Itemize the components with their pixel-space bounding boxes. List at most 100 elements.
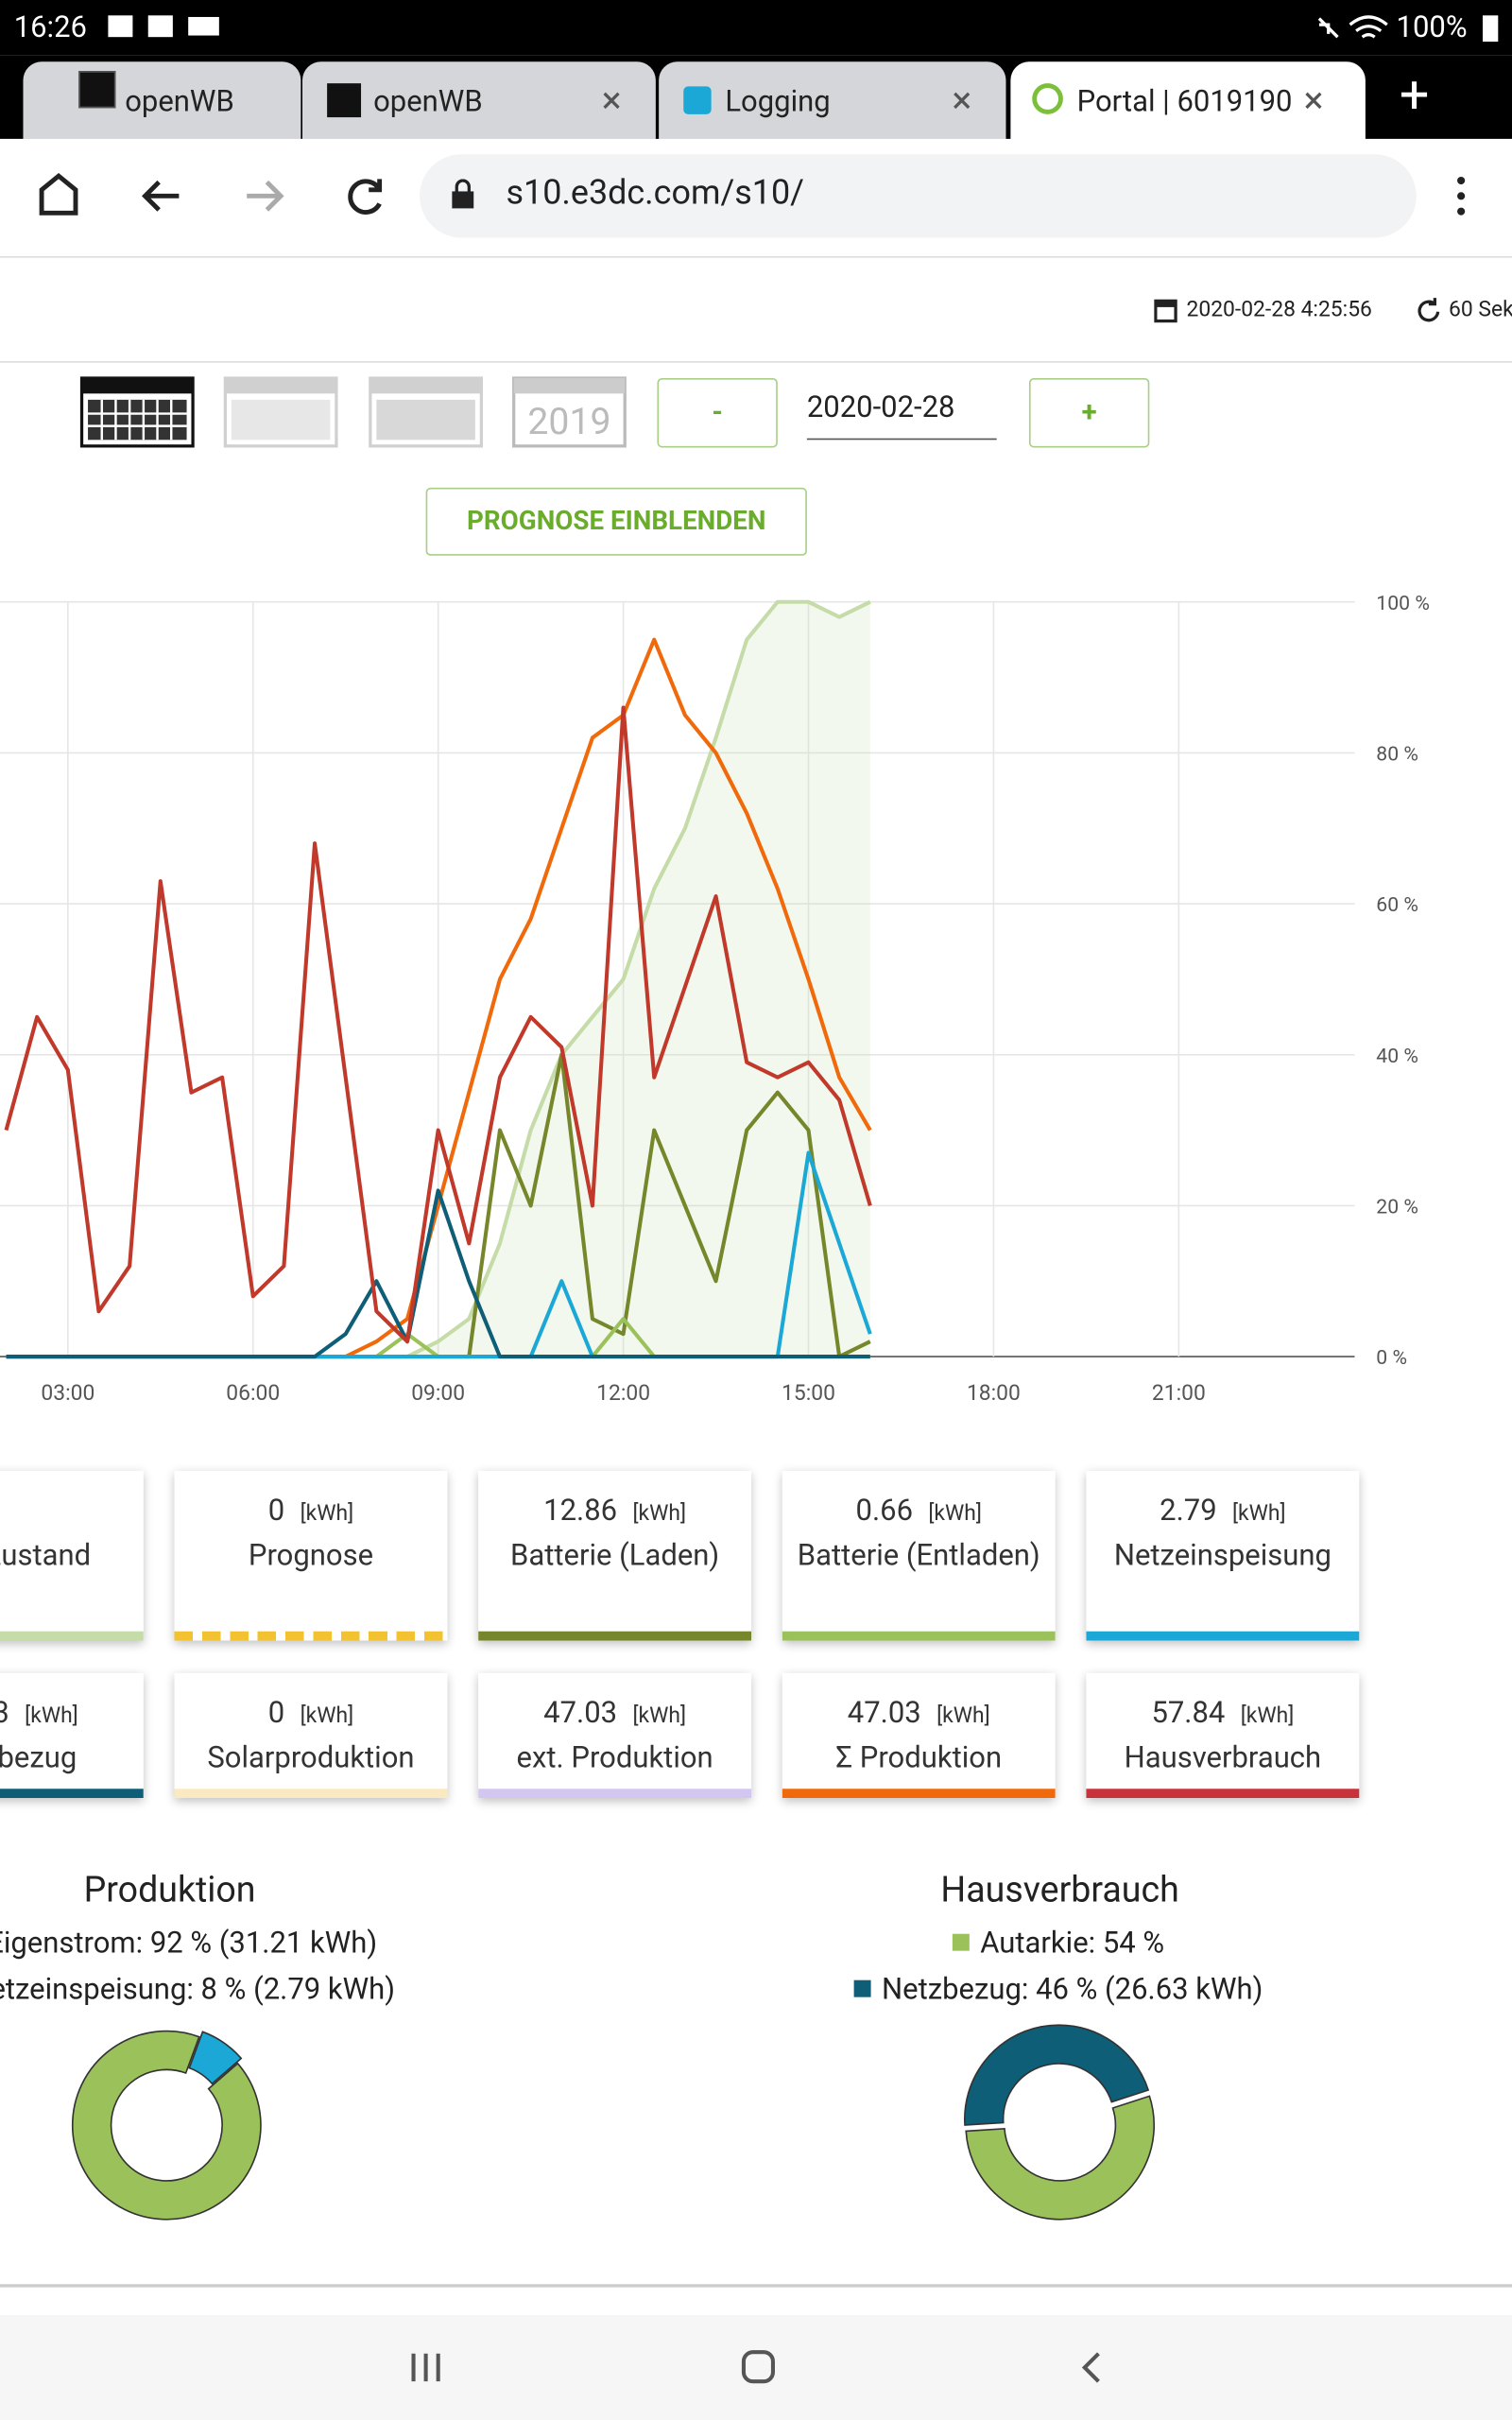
card-label: Σ Produktion xyxy=(835,1739,1003,1775)
card-label: Prognose xyxy=(248,1537,374,1573)
tab-active[interactable]: Portal | 6019190 × xyxy=(1010,61,1366,139)
forward-button[interactable] xyxy=(247,180,284,212)
reload-button[interactable] xyxy=(348,179,383,215)
year-label: 2019 xyxy=(527,400,610,443)
x-tick-label: 06:00 xyxy=(226,1380,280,1406)
card-label: Batterie (Laden) xyxy=(510,1537,720,1573)
tab-close[interactable]: × xyxy=(1303,78,1324,122)
card-value: 47.03 xyxy=(543,1694,618,1731)
month-view[interactable] xyxy=(223,376,338,448)
card-color-bar xyxy=(478,1631,752,1641)
year-view[interactable] xyxy=(512,376,627,448)
legend-text: Eigenstrom: 92 % (31.21 kWh) xyxy=(0,1925,377,1960)
legend-text: Netzeinspeisung: 8 % (2.79 kWh) xyxy=(0,1971,395,2006)
x-tick-label: 15:00 xyxy=(782,1380,835,1406)
summary-card: 0 [kWh] Solarproduktion xyxy=(174,1672,448,1799)
card-value: 12.86 xyxy=(543,1492,618,1529)
next-day[interactable]: + xyxy=(1028,378,1150,448)
back-nav[interactable] xyxy=(1081,2352,1100,2383)
card-value-row: 0 [kWh] xyxy=(174,1492,447,1529)
x-tick-label: 12:00 xyxy=(596,1380,650,1406)
card-value-row: 0 [kWh] xyxy=(174,1694,447,1731)
donut-segment xyxy=(188,2031,243,2085)
card-value-row: 47.03 [kWh] xyxy=(478,1694,751,1731)
previous-day[interactable]: - xyxy=(657,378,778,448)
back-button[interactable] xyxy=(142,180,180,212)
card-value-row: 12.86 [kWh] xyxy=(478,1492,751,1529)
refresh-interval: 60 Sek xyxy=(1449,298,1512,323)
menu-button[interactable] xyxy=(1457,176,1466,216)
summary-card: 47.03 [kWh] Σ Produktion xyxy=(782,1672,1056,1799)
summary-card: 2.79 [kWh] Netzeinspeisung xyxy=(1086,1470,1360,1641)
card-unit: [kWh] xyxy=(632,1501,687,1527)
card-unit: [kWh] xyxy=(936,1703,990,1729)
y-tick-label: 100 % xyxy=(1376,592,1430,615)
summary: Produktion Eigenstrom: 92 % (31.21 kWh) Ne… xyxy=(0,1869,1263,2221)
timestamp: 2020-02-28 4:25:56 xyxy=(1186,298,1372,323)
divider xyxy=(0,361,1512,363)
series-line xyxy=(4,705,872,1344)
recent-apps[interactable] xyxy=(411,2353,440,2382)
day-view[interactable] xyxy=(79,376,195,448)
forecast-button[interactable]: PROGNOSE EINBLENDEN xyxy=(425,487,807,556)
card-value: 0.66 xyxy=(855,1492,914,1529)
legend-marker xyxy=(853,1979,871,1997)
card-label: Netzbezug xyxy=(0,1739,77,1775)
legend-marker xyxy=(952,1933,970,1951)
card-value-row: 2.79 [kWh] xyxy=(1086,1493,1359,1529)
status-bar: 16:26 100% xyxy=(0,0,1512,56)
donut-segment xyxy=(71,2030,262,2221)
legend-text: Netzbezug: 46 % (26.63 kWh) xyxy=(882,1971,1263,2006)
summary-card: 0 [kWh] Prognose xyxy=(174,1470,448,1641)
tab[interactable]: openWB xyxy=(23,61,301,139)
battery-icon xyxy=(1482,15,1499,43)
card-value: 47.03 xyxy=(847,1694,921,1731)
tab-title: Logging xyxy=(725,83,831,119)
series-line xyxy=(6,1188,870,1359)
card-value: 0 xyxy=(267,1492,285,1529)
card-color-bar xyxy=(0,1789,144,1799)
notification-icons xyxy=(108,15,219,38)
card-value-row: 57.84 [kWh] xyxy=(1086,1695,1359,1731)
signal-icons xyxy=(1317,15,1388,39)
y-tick-label: 80 % xyxy=(1376,743,1418,767)
y-tick-label: 0 % xyxy=(1376,1346,1407,1370)
tab-close[interactable]: × xyxy=(601,78,622,122)
summary-card: 26.63 [kWh] Netzbezug xyxy=(0,1672,144,1799)
card-color-bar xyxy=(782,1631,1056,1641)
summary-card: Ladezustand xyxy=(0,1470,144,1641)
y-tick-label: 20 % xyxy=(1376,1196,1418,1219)
card-value-row: 0.66 [kWh] xyxy=(782,1492,1056,1529)
card-value: 0 xyxy=(267,1694,285,1731)
card-value-row: 47.03 [kWh] xyxy=(782,1694,1056,1731)
card-label: Ladezustand xyxy=(0,1537,92,1573)
donut-segment xyxy=(965,2095,1156,2221)
summary-title: Hausverbrauch xyxy=(940,1869,1178,1910)
card-unit: [kWh] xyxy=(300,1501,354,1527)
summary-card: 57.84 [kWh] Hausverbrauch xyxy=(1086,1672,1360,1799)
week-view[interactable] xyxy=(369,376,484,448)
address-bar[interactable]: s10.e3dc.com/s10/ xyxy=(420,154,1417,238)
tab[interactable]: Logging × xyxy=(659,61,1006,139)
view-selector: 2019 xyxy=(79,376,627,448)
home-nav[interactable] xyxy=(741,2350,776,2384)
home-button[interactable] xyxy=(39,172,78,216)
date-input[interactable]: 2020-02-28 xyxy=(806,389,997,441)
tab-close[interactable]: × xyxy=(952,78,972,122)
nav-bar xyxy=(0,2314,1512,2420)
new-tab[interactable]: + xyxy=(1399,64,1430,127)
card-unit: [kWh] xyxy=(1240,1703,1295,1729)
card-color-bar xyxy=(782,1789,1056,1799)
card-unit: [kWh] xyxy=(1231,1501,1286,1527)
tab-strip: openWB openWB × Logging × Portal | 6019190… xyxy=(0,55,1512,139)
card-color-bar xyxy=(1086,1789,1360,1799)
tab[interactable]: openWB × xyxy=(302,61,656,139)
divider xyxy=(0,2284,1512,2288)
card-label: Solarproduktion xyxy=(207,1739,415,1775)
chart: 0 % 20 % 40 % 60 % 80 % 100 % 03:00 06:00 09:00 1… xyxy=(0,592,1430,1406)
card-value-row xyxy=(0,1493,144,1527)
x-tick-label: 09:00 xyxy=(411,1380,465,1406)
nav-icons xyxy=(411,2350,1100,2384)
